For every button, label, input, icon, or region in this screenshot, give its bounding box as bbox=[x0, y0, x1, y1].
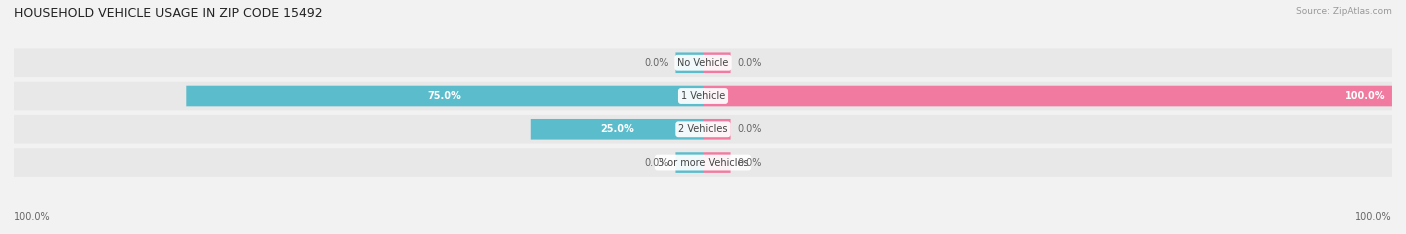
Text: 100.0%: 100.0% bbox=[1355, 212, 1392, 222]
Text: Source: ZipAtlas.com: Source: ZipAtlas.com bbox=[1296, 7, 1392, 16]
Text: 3 or more Vehicles: 3 or more Vehicles bbox=[658, 157, 748, 168]
Text: HOUSEHOLD VEHICLE USAGE IN ZIP CODE 15492: HOUSEHOLD VEHICLE USAGE IN ZIP CODE 1549… bbox=[14, 7, 323, 20]
FancyBboxPatch shape bbox=[675, 52, 703, 73]
FancyBboxPatch shape bbox=[14, 148, 1392, 177]
Text: No Vehicle: No Vehicle bbox=[678, 58, 728, 68]
FancyBboxPatch shape bbox=[14, 48, 1392, 77]
Text: 0.0%: 0.0% bbox=[738, 58, 762, 68]
Text: 100.0%: 100.0% bbox=[1344, 91, 1385, 101]
FancyBboxPatch shape bbox=[675, 152, 703, 173]
FancyBboxPatch shape bbox=[14, 82, 1392, 110]
FancyBboxPatch shape bbox=[186, 86, 703, 106]
FancyBboxPatch shape bbox=[531, 119, 703, 140]
Text: 25.0%: 25.0% bbox=[600, 124, 634, 134]
FancyBboxPatch shape bbox=[703, 119, 731, 140]
Text: 75.0%: 75.0% bbox=[427, 91, 461, 101]
FancyBboxPatch shape bbox=[703, 152, 731, 173]
Text: 1 Vehicle: 1 Vehicle bbox=[681, 91, 725, 101]
Text: 0.0%: 0.0% bbox=[644, 58, 669, 68]
Text: 100.0%: 100.0% bbox=[14, 212, 51, 222]
FancyBboxPatch shape bbox=[703, 86, 1392, 106]
FancyBboxPatch shape bbox=[703, 52, 731, 73]
Text: 2 Vehicles: 2 Vehicles bbox=[678, 124, 728, 134]
FancyBboxPatch shape bbox=[14, 115, 1392, 144]
Text: 0.0%: 0.0% bbox=[644, 157, 669, 168]
Text: 0.0%: 0.0% bbox=[738, 157, 762, 168]
Text: 0.0%: 0.0% bbox=[738, 124, 762, 134]
